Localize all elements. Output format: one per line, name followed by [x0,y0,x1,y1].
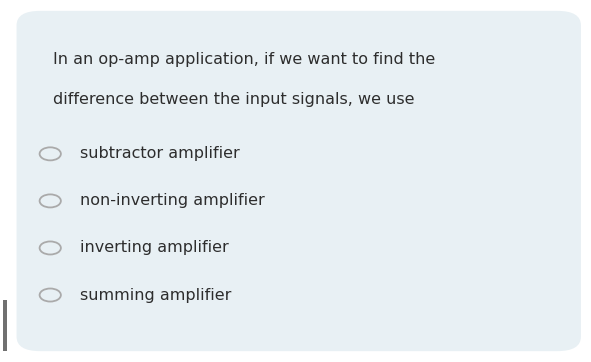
Text: In an op-amp application, if we want to find the: In an op-amp application, if we want to … [53,52,436,67]
Text: summing amplifier: summing amplifier [80,287,231,303]
Circle shape [40,289,61,302]
FancyBboxPatch shape [17,11,581,351]
Circle shape [40,147,61,160]
Circle shape [40,194,61,207]
FancyBboxPatch shape [3,300,7,351]
Text: difference between the input signals, we use: difference between the input signals, we… [53,92,415,107]
Circle shape [40,241,61,254]
Text: subtractor amplifier: subtractor amplifier [80,146,239,161]
Text: non-inverting amplifier: non-inverting amplifier [80,193,265,209]
Text: inverting amplifier: inverting amplifier [80,240,229,256]
